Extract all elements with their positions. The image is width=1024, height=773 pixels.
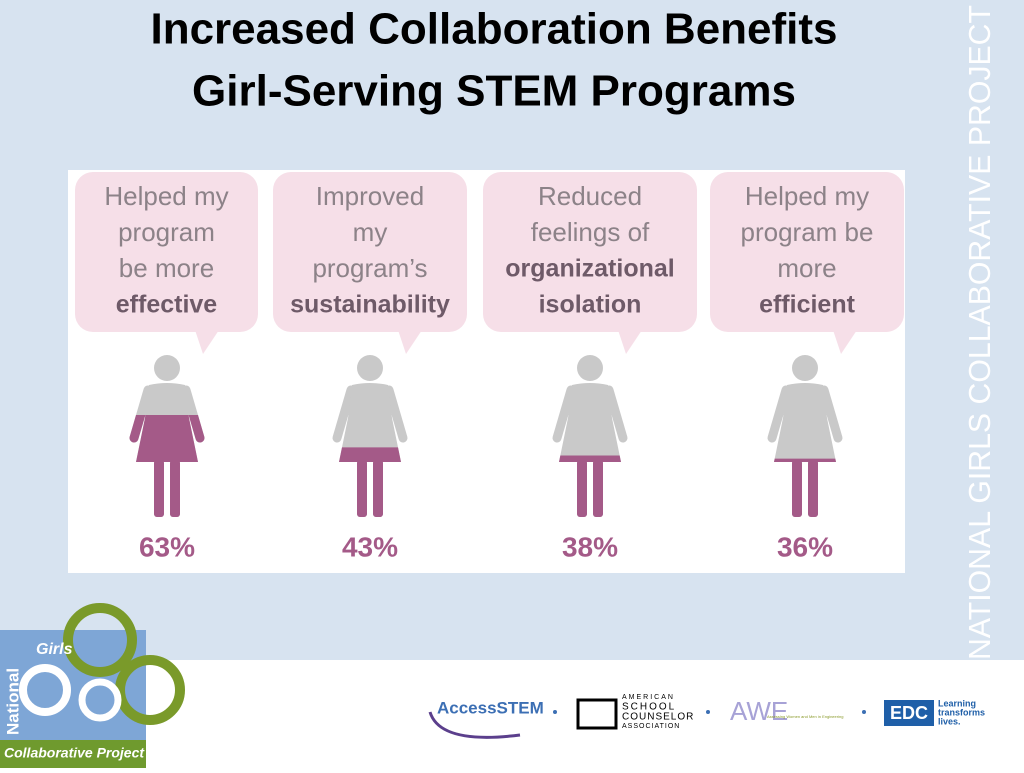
partner-name: COUNSELOR <box>622 712 694 723</box>
arm <box>332 385 356 443</box>
dress <box>559 455 621 462</box>
partner-name: AccessSTEM <box>437 698 544 717</box>
partner-name: transforms <box>938 707 985 717</box>
category-emphasis: isolation <box>539 291 642 319</box>
bubble-tail <box>195 330 219 354</box>
category-text: program be <box>741 217 874 247</box>
speech-bubble <box>273 172 467 332</box>
category-text: Helped my <box>745 181 869 211</box>
head <box>357 355 383 381</box>
arm <box>129 414 146 443</box>
dress <box>559 383 621 462</box>
logo-swirl <box>19 664 71 716</box>
value-label: 43% <box>342 531 398 562</box>
bubble-tail <box>618 330 642 354</box>
category-emphasis: organizational <box>505 255 674 283</box>
partner-name: SCHOOL <box>622 702 676 713</box>
category-emphasis: sustainability <box>290 291 450 319</box>
category-text: more <box>777 253 836 283</box>
figure-fill <box>339 447 401 517</box>
category-text: program’s <box>312 253 427 283</box>
bubble-tail <box>833 330 857 354</box>
dress <box>339 383 401 462</box>
title-line: Increased Collaboration Benefits <box>150 5 837 54</box>
partner-name: Assessing Women and Men in Engineering <box>767 714 843 719</box>
asca-icon <box>576 698 618 730</box>
leg <box>577 460 587 517</box>
partner-name: Learning <box>938 698 976 708</box>
value-label: 38% <box>562 531 618 562</box>
arm <box>188 414 205 443</box>
dress <box>339 447 401 462</box>
arm <box>384 385 408 443</box>
category-text: Reduced <box>538 181 642 211</box>
speech-bubble <box>483 172 697 332</box>
logo-swirl <box>63 603 137 677</box>
head <box>154 355 180 381</box>
logo-strip <box>0 740 146 768</box>
figure-fill <box>129 414 205 517</box>
category-text: Improved <box>316 181 424 211</box>
value-label: 36% <box>777 531 833 562</box>
category-text: be more <box>119 253 214 283</box>
value-label: 63% <box>139 531 195 562</box>
figure-fill <box>774 458 836 517</box>
accessstem-swoosh <box>428 711 521 739</box>
category-emphasis: effective <box>116 291 218 319</box>
partner-name: AWE <box>730 696 788 726</box>
dress <box>774 458 836 462</box>
partner-name: ASSOCIATION <box>622 723 680 730</box>
dress <box>774 383 836 462</box>
separator <box>862 710 866 714</box>
dress <box>136 414 198 462</box>
separator <box>706 710 710 714</box>
partner-name: AMERICAN <box>622 694 675 701</box>
arm <box>604 385 628 443</box>
head <box>577 355 603 381</box>
sidebar-text: NATIONAL GIRLS COLLABORATIVE PROJECT <box>962 5 997 660</box>
logo-text: Collaborative Project <box>4 745 145 761</box>
leg <box>357 460 367 517</box>
bubble-tail <box>398 330 422 354</box>
arm <box>767 385 791 443</box>
arm <box>552 385 576 443</box>
category-text: Helped my <box>104 181 228 211</box>
speech-bubble <box>710 172 904 332</box>
category-emphasis: efficient <box>759 291 856 319</box>
logo-swirl <box>78 678 122 722</box>
edc-box <box>884 700 934 726</box>
partner-name: lives. <box>938 716 961 726</box>
speech-bubble <box>75 172 258 332</box>
logo-text: Girls <box>36 641 73 658</box>
category-text: my <box>353 217 388 247</box>
separator <box>553 710 557 714</box>
leg <box>808 460 818 517</box>
logo-swirl <box>115 655 185 725</box>
arm <box>819 385 843 443</box>
category-text: feelings of <box>531 217 650 247</box>
partner-logos: AccessSTEM AMERICAN SCHOOL COUNSELOR ASS… <box>428 694 985 739</box>
leg <box>373 460 383 517</box>
leg <box>792 460 802 517</box>
title-line: Girl-Serving STEM Programs <box>192 67 796 116</box>
logo-text: National <box>3 668 22 735</box>
leg <box>593 460 603 517</box>
leg <box>154 460 164 517</box>
head <box>792 355 818 381</box>
category-text: program <box>118 217 215 247</box>
figure-fill <box>559 455 621 517</box>
partner-name: EDC <box>890 703 928 723</box>
leg <box>170 460 180 517</box>
ngcp-logo: National Girls Collaborative Project <box>0 603 185 768</box>
